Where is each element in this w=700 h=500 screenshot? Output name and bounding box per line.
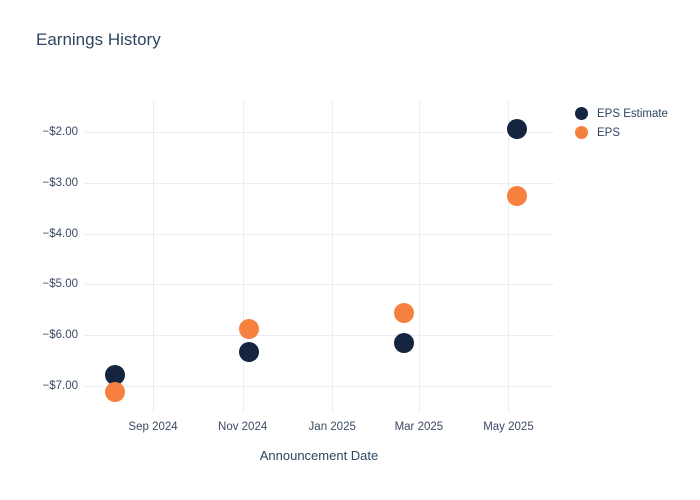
x-grid-line xyxy=(153,100,155,413)
x-grid-line xyxy=(242,100,244,413)
y-grid-line xyxy=(84,132,554,134)
legend-item-eps-estimate[interactable]: EPS Estimate xyxy=(575,104,668,123)
x-grid-line xyxy=(418,100,420,413)
x-axis-title: Announcement Date xyxy=(259,448,379,463)
y-tick-label: −$4.00 xyxy=(42,227,79,240)
legend-item-eps[interactable]: EPS xyxy=(575,123,668,142)
data-point-eps[interactable] xyxy=(394,303,415,324)
x-tick-label: May 2025 xyxy=(483,421,534,433)
data-point-eps-estimate[interactable] xyxy=(507,119,528,140)
y-tick-label: −$5.00 xyxy=(42,278,79,291)
data-point-eps[interactable] xyxy=(507,186,528,207)
y-tick-label: −$7.00 xyxy=(42,379,79,392)
data-point-eps-estimate[interactable] xyxy=(238,342,259,363)
y-grid-line xyxy=(84,335,554,336)
data-point-eps[interactable] xyxy=(238,318,259,339)
eps-marker-icon xyxy=(575,126,588,139)
eps-estimate-marker-icon xyxy=(575,107,588,120)
x-grid-line xyxy=(508,100,510,413)
data-point-eps[interactable] xyxy=(104,381,125,402)
y-grid-line xyxy=(84,183,554,185)
legend-label-eps: EPS xyxy=(597,126,621,139)
y-grid-line xyxy=(84,385,554,387)
legend-label-eps-estimate: EPS Estimate xyxy=(597,107,668,120)
x-tick-label: Mar 2025 xyxy=(394,421,444,433)
x-tick-label: Sep 2024 xyxy=(128,421,178,433)
y-tick-label: −$3.00 xyxy=(42,177,79,190)
x-grid-line xyxy=(332,100,334,413)
legend: EPS Estimate EPS xyxy=(575,104,668,142)
data-point-eps-estimate[interactable] xyxy=(394,333,415,354)
y-tick-label: −$6.00 xyxy=(42,329,79,341)
y-tick-label: −$2.00 xyxy=(42,126,79,139)
y-grid-line xyxy=(84,284,554,286)
data-point-eps-estimate[interactable] xyxy=(104,364,125,385)
x-tick-label: Nov 2024 xyxy=(218,421,268,433)
x-tick-label: Jan 2025 xyxy=(308,421,356,433)
chart-title: Earnings History xyxy=(36,30,161,49)
y-grid-line xyxy=(84,233,554,235)
